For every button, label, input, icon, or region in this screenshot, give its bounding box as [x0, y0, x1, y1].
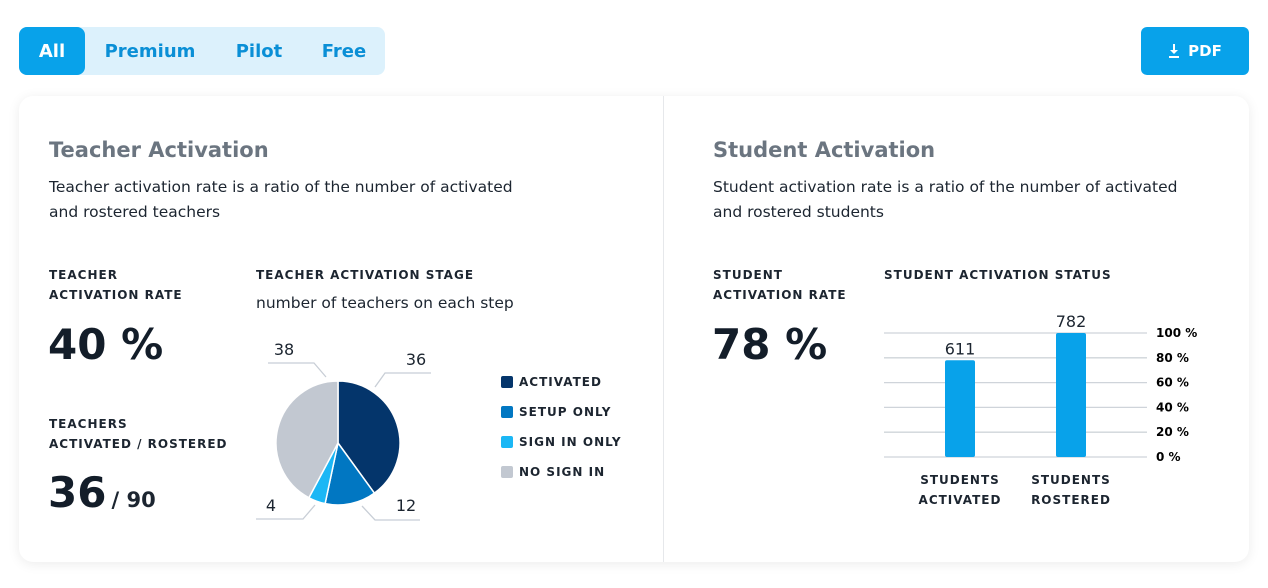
plan-filter-tabs: All Premium Pilot Free	[19, 27, 385, 75]
bar-category-activated: STUDENTS ACTIVATED	[918, 473, 1002, 507]
pie-legend: ACTIVATED SETUP ONLY SIGN IN ONLY NO SIGN I…	[501, 367, 622, 487]
y-tick-label: 20 %	[1156, 425, 1189, 439]
download-icon	[1169, 44, 1180, 58]
bar-value-label: 611	[945, 339, 976, 358]
leader-line-no-sign-in	[268, 362, 327, 378]
teacher-rate-label: TEACHER ACTIVATION RATE	[49, 268, 183, 302]
pdf-download-button[interactable]: PDF	[1141, 27, 1249, 75]
student-rate-value: 78 %	[712, 320, 828, 369]
legend-item: NO SIGN IN	[501, 457, 622, 487]
bar-0	[945, 360, 975, 457]
teacher-ratio-label: TEACHERS ACTIVATED / ROSTERED	[49, 417, 228, 451]
tab-pilot[interactable]: Pilot	[235, 40, 283, 62]
pie-chart: 38 36 4 12	[256, 340, 431, 521]
pie-label-no-sign-in: 38	[274, 340, 294, 359]
pdf-label: PDF	[1188, 42, 1222, 60]
legend-swatch	[501, 406, 513, 418]
pie-label-activated: 36	[406, 350, 426, 369]
legend-item: SETUP ONLY	[501, 397, 622, 427]
student-rate-label: STUDENT ACTIVATION RATE	[713, 268, 847, 302]
legend-swatch	[501, 376, 513, 388]
y-tick-label: 40 %	[1156, 400, 1189, 414]
divider	[663, 96, 664, 562]
legend-swatch	[501, 436, 513, 448]
legend-swatch	[501, 466, 513, 478]
leader-line-activated	[374, 372, 431, 388]
student-title: Student Activation	[713, 138, 936, 162]
y-tick-label: 100 %	[1156, 326, 1197, 340]
stage-subtitle: number of teachers on each step	[256, 294, 514, 312]
activation-card	[19, 96, 1249, 562]
bar-chart: 0 % 20 % 40 % 60 % 80 % 100 % 611 782	[884, 312, 1197, 464]
teacher-description: Teacher activation rate is a ratio of th…	[49, 178, 513, 221]
student-description: Student activation rate is a ratio of th…	[713, 178, 1178, 221]
teacher-rate-value: 40 %	[48, 320, 164, 369]
tab-free[interactable]: Free	[321, 40, 367, 62]
y-tick-label: 0 %	[1156, 450, 1181, 464]
bar-value-label: 782	[1056, 312, 1087, 331]
legend-item: ACTIVATED	[501, 367, 622, 397]
teacher-title: Teacher Activation	[49, 138, 269, 162]
pie-slice-no-sign-in	[275, 380, 339, 499]
pie-label-sign-in: 4	[266, 496, 276, 515]
teachers-rostered: / 90	[111, 488, 156, 512]
leader-line-setup	[361, 505, 420, 521]
tab-all[interactable]: All	[19, 27, 85, 75]
legend-label: SIGN IN ONLY	[519, 435, 622, 449]
legend-label: NO SIGN IN	[519, 465, 606, 479]
bar-category-rostered: STUDENTS ROSTERED	[1031, 473, 1111, 507]
y-tick-label: 60 %	[1156, 376, 1189, 390]
y-tick-label: 80 %	[1156, 351, 1189, 365]
pie-label-setup: 12	[396, 496, 416, 515]
legend-label: SETUP ONLY	[519, 405, 612, 419]
status-title: STUDENT ACTIVATION STATUS	[884, 268, 1112, 282]
legend-item: SIGN IN ONLY	[501, 427, 622, 457]
teachers-activated: 36	[48, 468, 107, 517]
stage-title: TEACHER ACTIVATION STAGE	[256, 268, 475, 282]
pie-slice-activated	[337, 380, 401, 495]
legend-label: ACTIVATED	[519, 375, 602, 389]
tab-premium[interactable]: Premium	[104, 40, 196, 62]
bar-1	[1056, 333, 1086, 457]
leader-line-sign-in	[256, 504, 316, 520]
teacher-ratio: 36 / 90	[48, 468, 156, 517]
